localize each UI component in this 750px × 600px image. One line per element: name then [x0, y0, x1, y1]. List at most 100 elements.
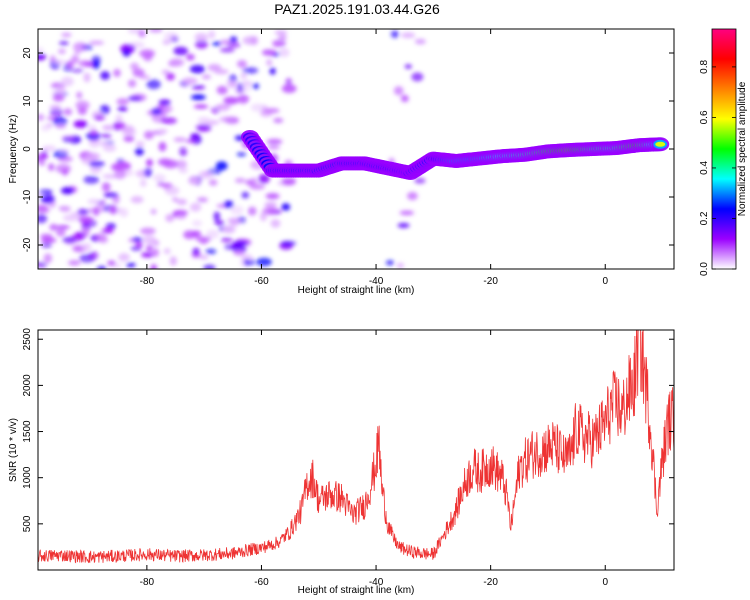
noise-blob: [107, 260, 116, 266]
noise-blob: [150, 264, 158, 269]
noise-blob: [197, 116, 211, 123]
noise-blob: [404, 64, 412, 69]
noise-blob: [113, 68, 121, 78]
noise-blob: [109, 205, 117, 215]
noise-blob: [61, 32, 72, 38]
noise-blob: [219, 47, 235, 53]
noise-blob: [40, 150, 49, 160]
noise-blob: [127, 79, 137, 88]
noise-blob: [399, 210, 415, 216]
noise-blob: [264, 201, 278, 208]
noise-blob: [250, 103, 265, 112]
noise-blob: [99, 141, 109, 147]
noise-blob: [279, 47, 290, 58]
noise-blob: [58, 40, 69, 46]
noise-blob: [132, 68, 145, 77]
snr-xtick-label: 0: [602, 577, 608, 588]
spectrogram-ytick-label: 0: [22, 146, 33, 152]
noise-blob: [71, 55, 80, 64]
snr-xtick-label: -80: [140, 577, 155, 588]
noise-blob: [55, 163, 72, 174]
noise-blob: [186, 53, 195, 61]
ridge-core: [655, 141, 666, 147]
noise-blob: [116, 98, 130, 106]
noise-blob: [414, 38, 426, 45]
noise-blob: [266, 138, 283, 145]
noise-blob: [262, 207, 279, 215]
noise-blob: [55, 124, 67, 129]
noise-blob: [241, 80, 253, 86]
noise-blob: [127, 96, 142, 101]
noise-blob: [236, 82, 244, 93]
noise-blob: [249, 183, 266, 190]
noise-blob: [222, 225, 236, 234]
noise-blob: [70, 68, 84, 73]
noise-blob: [57, 48, 66, 55]
noise-blob: [156, 128, 168, 134]
noise-blob: [83, 175, 100, 184]
noise-blob: [38, 46, 45, 54]
noise-blob: [195, 236, 212, 243]
noise-blob: [75, 100, 90, 110]
spectrogram-xtick-label: -40: [369, 276, 384, 287]
noise-blob: [401, 32, 416, 39]
noise-blob: [240, 72, 247, 80]
noise-blob: [269, 67, 276, 75]
noise-blob: [274, 30, 288, 35]
noise-blob: [201, 74, 212, 80]
noise-blob: [195, 39, 208, 49]
noise-blob: [281, 203, 291, 211]
noise-blob: [157, 181, 166, 187]
noise-blob: [172, 197, 179, 202]
noise-blob: [89, 129, 98, 137]
noise-blob: [196, 197, 208, 203]
noise-blob: [266, 59, 273, 66]
noise-blob: [99, 104, 110, 115]
noise-blob: [38, 261, 48, 268]
colorbar-label: Normalized spectral amplitude: [737, 81, 748, 216]
noise-blob: [168, 60, 181, 67]
noise-blob: [152, 174, 166, 182]
noise-blob: [68, 260, 81, 266]
noise-blob: [135, 140, 145, 148]
noise-blob: [280, 240, 297, 246]
noise-blob: [160, 117, 177, 125]
snr-ytick-label: 1000: [22, 466, 33, 489]
snr-frame: [37, 329, 675, 571]
noise-blob: [261, 49, 277, 56]
noise-blob: [281, 84, 297, 94]
colorbar-tick-label: 0.2: [699, 211, 710, 225]
spectrogram-ytick-label: 20: [22, 47, 33, 59]
noise-blob: [87, 199, 100, 204]
snr-panel: -80 -60 -40 -20 0 500 1000 1500 2000 2500 Height …: [8, 328, 675, 596]
spectrogram-noise: [38, 29, 426, 269]
colorbar-ticks: 0.0 0.2 0.4 0.6 0.8: [699, 60, 736, 276]
noise-blob: [165, 72, 175, 81]
noise-blob: [227, 217, 242, 224]
noise-blob: [77, 106, 87, 116]
noise-blob: [73, 42, 88, 52]
snr-xtick-label: -20: [483, 577, 498, 588]
noise-blob: [163, 31, 178, 42]
noise-blob: [265, 192, 280, 200]
noise-blob: [232, 240, 248, 247]
spectrogram-ylabel: Frequency (Hz): [8, 115, 19, 184]
noise-blob: [58, 148, 70, 155]
noise-blob: [52, 93, 65, 102]
noise-blob: [191, 230, 202, 238]
noise-blob: [173, 137, 187, 143]
noise-blob: [175, 214, 187, 220]
noise-blob: [52, 59, 66, 65]
snr-xtick-label: -40: [369, 577, 384, 588]
noise-blob: [199, 255, 209, 260]
noise-blob: [149, 29, 163, 33]
noise-blob: [77, 216, 94, 224]
noise-blob: [49, 223, 58, 231]
noise-blob: [40, 237, 57, 243]
noise-blob: [150, 208, 157, 215]
noise-blob: [94, 115, 106, 121]
noise-blob: [100, 133, 112, 139]
noise-blob: [83, 72, 91, 83]
noise-blob: [139, 227, 156, 235]
snr-series-line: [38, 330, 674, 564]
